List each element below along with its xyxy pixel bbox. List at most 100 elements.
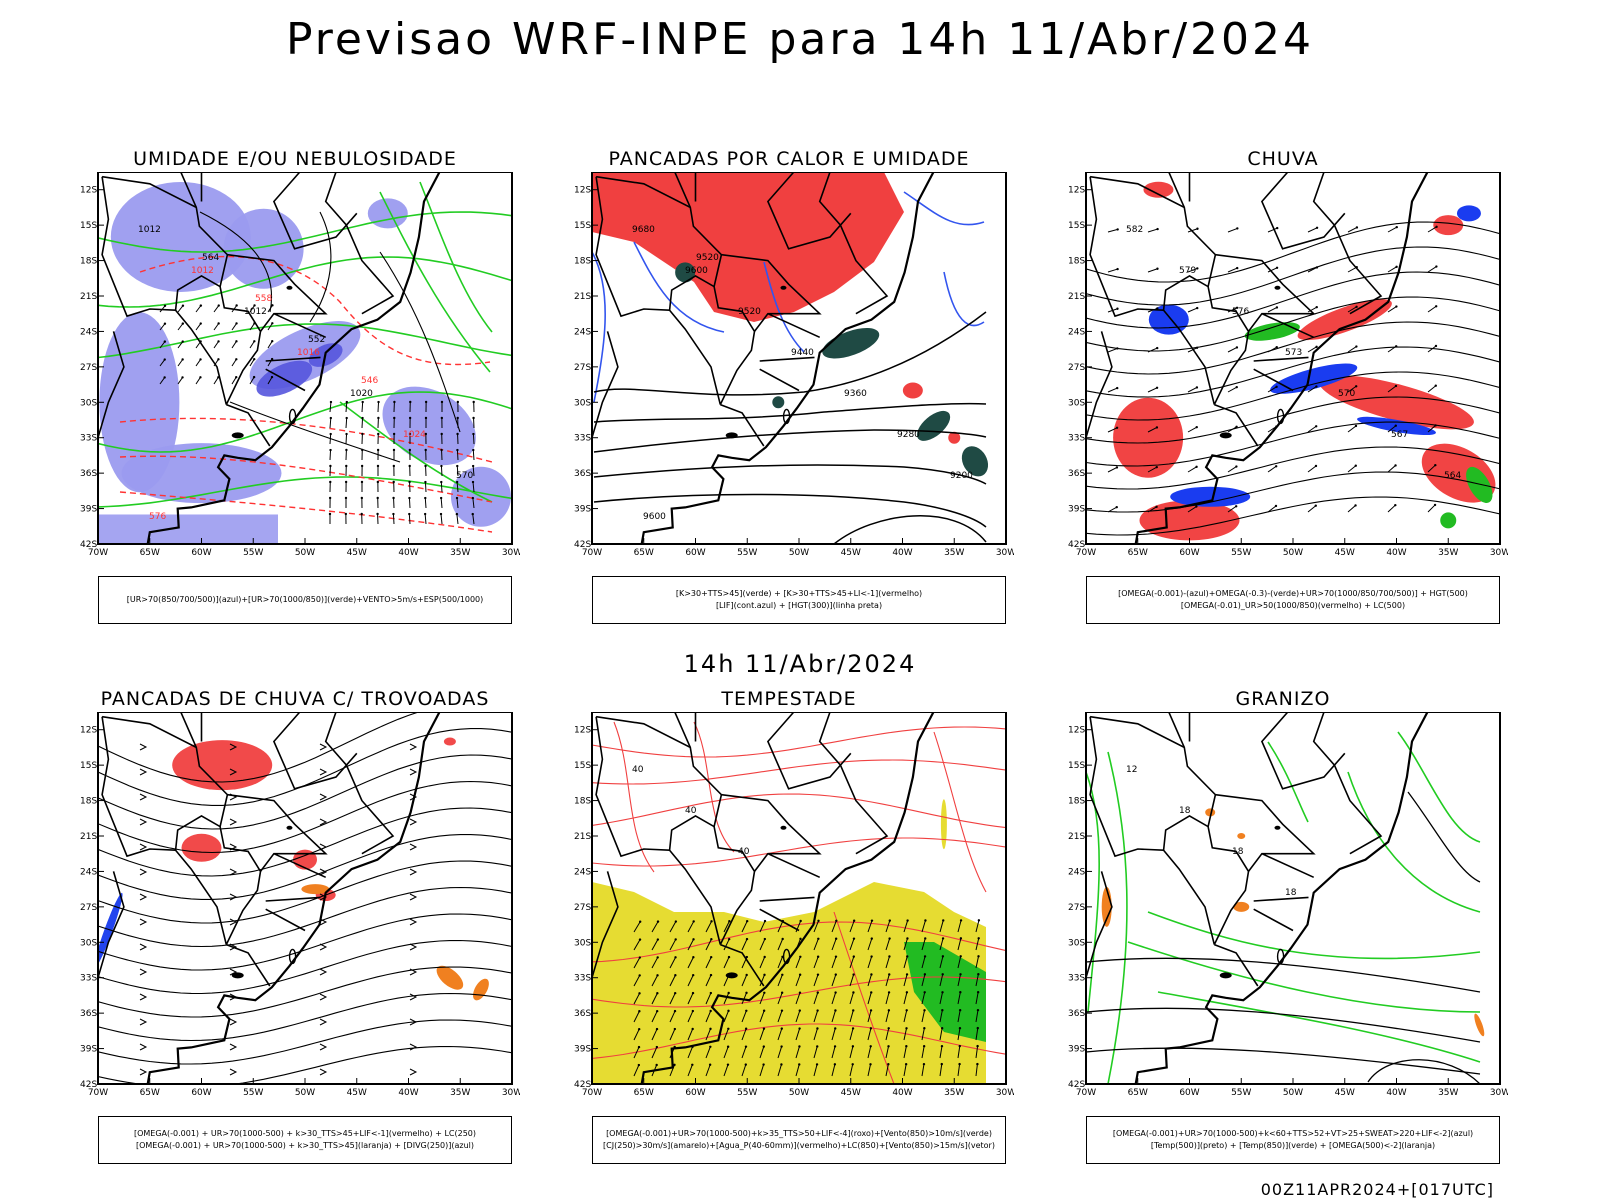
latitude-tick-label: 15S bbox=[574, 761, 591, 771]
latitude-tick-label: 27S bbox=[1068, 363, 1085, 373]
latitude-tick-label: 18S bbox=[80, 797, 97, 807]
longitude-tick-label: 70W bbox=[1076, 548, 1096, 558]
contour-label: 9280 bbox=[897, 430, 920, 440]
latitude-tick-label: 15S bbox=[80, 221, 97, 231]
latitude-tick-label: 33S bbox=[80, 434, 97, 444]
latitude-tick-label: 24S bbox=[1068, 327, 1085, 337]
contour-label: 40 bbox=[632, 765, 644, 775]
latitude-tick-label: 15S bbox=[80, 761, 97, 771]
latitude-tick-label: 21S bbox=[80, 292, 97, 302]
longitude-tick-label: 55W bbox=[1231, 548, 1251, 558]
latitude-tick-label: 15S bbox=[1068, 761, 1085, 771]
contour-label: 552 bbox=[308, 335, 325, 345]
contour-label: 1012 bbox=[138, 225, 161, 235]
longitude-tick-label: 35W bbox=[944, 548, 964, 558]
longitude-tick-label: 70W bbox=[1076, 1088, 1096, 1098]
longitude-tick-label: 60W bbox=[1179, 1088, 1199, 1098]
contour-label: 576 bbox=[149, 512, 166, 522]
legend-box: [OMEGA(-0.001)+UR>70(1000-500)+k<60+TTS>… bbox=[1086, 1116, 1500, 1164]
longitude-tick-label: 60W bbox=[685, 548, 705, 558]
contour-label: 582 bbox=[1126, 225, 1143, 235]
latitude-tick-label: 36S bbox=[574, 469, 591, 479]
latitude-tick-label: 15S bbox=[1068, 221, 1085, 231]
latitude-tick-label: 21S bbox=[80, 832, 97, 842]
latitude-tick-label: 12S bbox=[80, 726, 97, 736]
latitude-tick-label: 42S bbox=[80, 1080, 97, 1090]
latitude-tick-label: 12S bbox=[574, 726, 591, 736]
legend-line: [OMEGA(-0.001)+UR>70(1000-500)+k<60+TTS>… bbox=[1112, 1129, 1474, 1138]
forecast-map: 9680 9600 9520 9440 9360 9280 9200 9600 9520 12S 1… bbox=[574, 172, 1014, 558]
longitude-tick-label: 35W bbox=[1438, 1088, 1458, 1098]
panel-title: PANCADAS POR CALOR E UMIDADE bbox=[608, 148, 970, 170]
longitude-tick-label: 65W bbox=[1128, 548, 1148, 558]
latitude-tick-label: 36S bbox=[80, 1009, 97, 1019]
contour-label: 18 bbox=[1179, 806, 1191, 816]
latitude-tick-label: 39S bbox=[1068, 1045, 1085, 1055]
contour-label: 9520 bbox=[696, 253, 719, 263]
latitude-tick-label: 39S bbox=[80, 1045, 97, 1055]
sub-title: 14h 11/Abr/2024 bbox=[683, 650, 917, 678]
longitude-tick-label: 45W bbox=[347, 1088, 367, 1098]
forecast-map: 582 579 576 573 570 567 564 12S 15S 18S 21S 24S 27S 3… bbox=[1068, 172, 1508, 558]
longitude-tick-label: 60W bbox=[1179, 548, 1199, 558]
longitude-tick-label: 65W bbox=[140, 1088, 160, 1098]
latitude-tick-label: 12S bbox=[80, 186, 97, 196]
longitude-tick-label: 35W bbox=[450, 548, 470, 558]
latitude-tick-label: 30S bbox=[574, 938, 591, 948]
contour-label: 9680 bbox=[632, 225, 655, 235]
contour-label: 9600 bbox=[685, 266, 708, 276]
longitude-tick-label: 30W bbox=[502, 548, 520, 558]
latitude-tick-label: 39S bbox=[1068, 505, 1085, 515]
contour-label: 579 bbox=[1179, 266, 1196, 276]
legend-line: [OMEGA(-0.001)+UR>70(1000-500)+k>35_TTS>… bbox=[606, 1129, 992, 1138]
latitude-tick-label: 36S bbox=[574, 1009, 591, 1019]
longitude-tick-label: 40W bbox=[1386, 548, 1406, 558]
latitude-tick-label: 33S bbox=[1068, 974, 1085, 984]
latitude-tick-label: 21S bbox=[574, 292, 591, 302]
latitude-tick-label: 30S bbox=[80, 398, 97, 408]
longitude-tick-label: 30W bbox=[1490, 1088, 1508, 1098]
longitude-tick-label: 55W bbox=[737, 548, 757, 558]
contour-label: 18 bbox=[1285, 888, 1297, 898]
contour-label: 9360 bbox=[844, 389, 867, 399]
longitude-tick-label: 30W bbox=[996, 1088, 1014, 1098]
latitude-tick-label: 42S bbox=[1068, 540, 1085, 550]
latitude-tick-label: 42S bbox=[1068, 1080, 1085, 1090]
latitude-tick-label: 42S bbox=[574, 1080, 591, 1090]
longitude-tick-label: 40W bbox=[892, 548, 912, 558]
legend-box: [OMEGA(-0.001) + UR>70(1000-500) + k>30_… bbox=[98, 1116, 512, 1164]
latitude-tick-label: 21S bbox=[574, 832, 591, 842]
longitude-tick-label: 55W bbox=[243, 1088, 263, 1098]
contour-label: 40 bbox=[738, 847, 750, 857]
longitude-tick-label: 70W bbox=[88, 548, 108, 558]
latitude-tick-label: 27S bbox=[80, 363, 97, 373]
longitude-tick-label: 40W bbox=[398, 548, 418, 558]
latitude-tick-label: 24S bbox=[80, 867, 97, 877]
latitude-tick-label: 27S bbox=[574, 363, 591, 373]
latitude-tick-label: 39S bbox=[574, 505, 591, 515]
latitude-tick-label: 12S bbox=[1068, 186, 1085, 196]
contour-label: 546 bbox=[361, 376, 378, 386]
legend-line: [OMEGA(-0.001) + UR>70(1000-500) + k>30_… bbox=[135, 1141, 475, 1150]
longitude-tick-label: 50W bbox=[295, 548, 315, 558]
longitude-tick-label: 70W bbox=[582, 548, 602, 558]
longitude-tick-label: 55W bbox=[737, 1088, 757, 1098]
latitude-tick-label: 33S bbox=[1068, 434, 1085, 444]
latitude-tick-label: 30S bbox=[574, 398, 591, 408]
contour-label: 1012 bbox=[244, 307, 267, 317]
latitude-tick-label: 27S bbox=[1068, 903, 1085, 913]
contour-label: 1024 bbox=[403, 430, 426, 440]
latitude-tick-label: 36S bbox=[80, 469, 97, 479]
contour-label: 576 bbox=[1232, 307, 1249, 317]
longitude-tick-label: 45W bbox=[1335, 548, 1355, 558]
forecast-map: 1012 1012 1012 1016 1020 1024 570 576 564 558 552 5… bbox=[80, 172, 520, 558]
latitude-tick-label: 21S bbox=[1068, 292, 1085, 302]
latitude-tick-label: 39S bbox=[574, 1045, 591, 1055]
latitude-tick-label: 18S bbox=[574, 257, 591, 267]
longitude-tick-label: 45W bbox=[1335, 1088, 1355, 1098]
longitude-tick-label: 35W bbox=[450, 1088, 470, 1098]
latitude-tick-label: 33S bbox=[574, 974, 591, 984]
longitude-tick-label: 65W bbox=[140, 548, 160, 558]
longitude-tick-label: 60W bbox=[685, 1088, 705, 1098]
